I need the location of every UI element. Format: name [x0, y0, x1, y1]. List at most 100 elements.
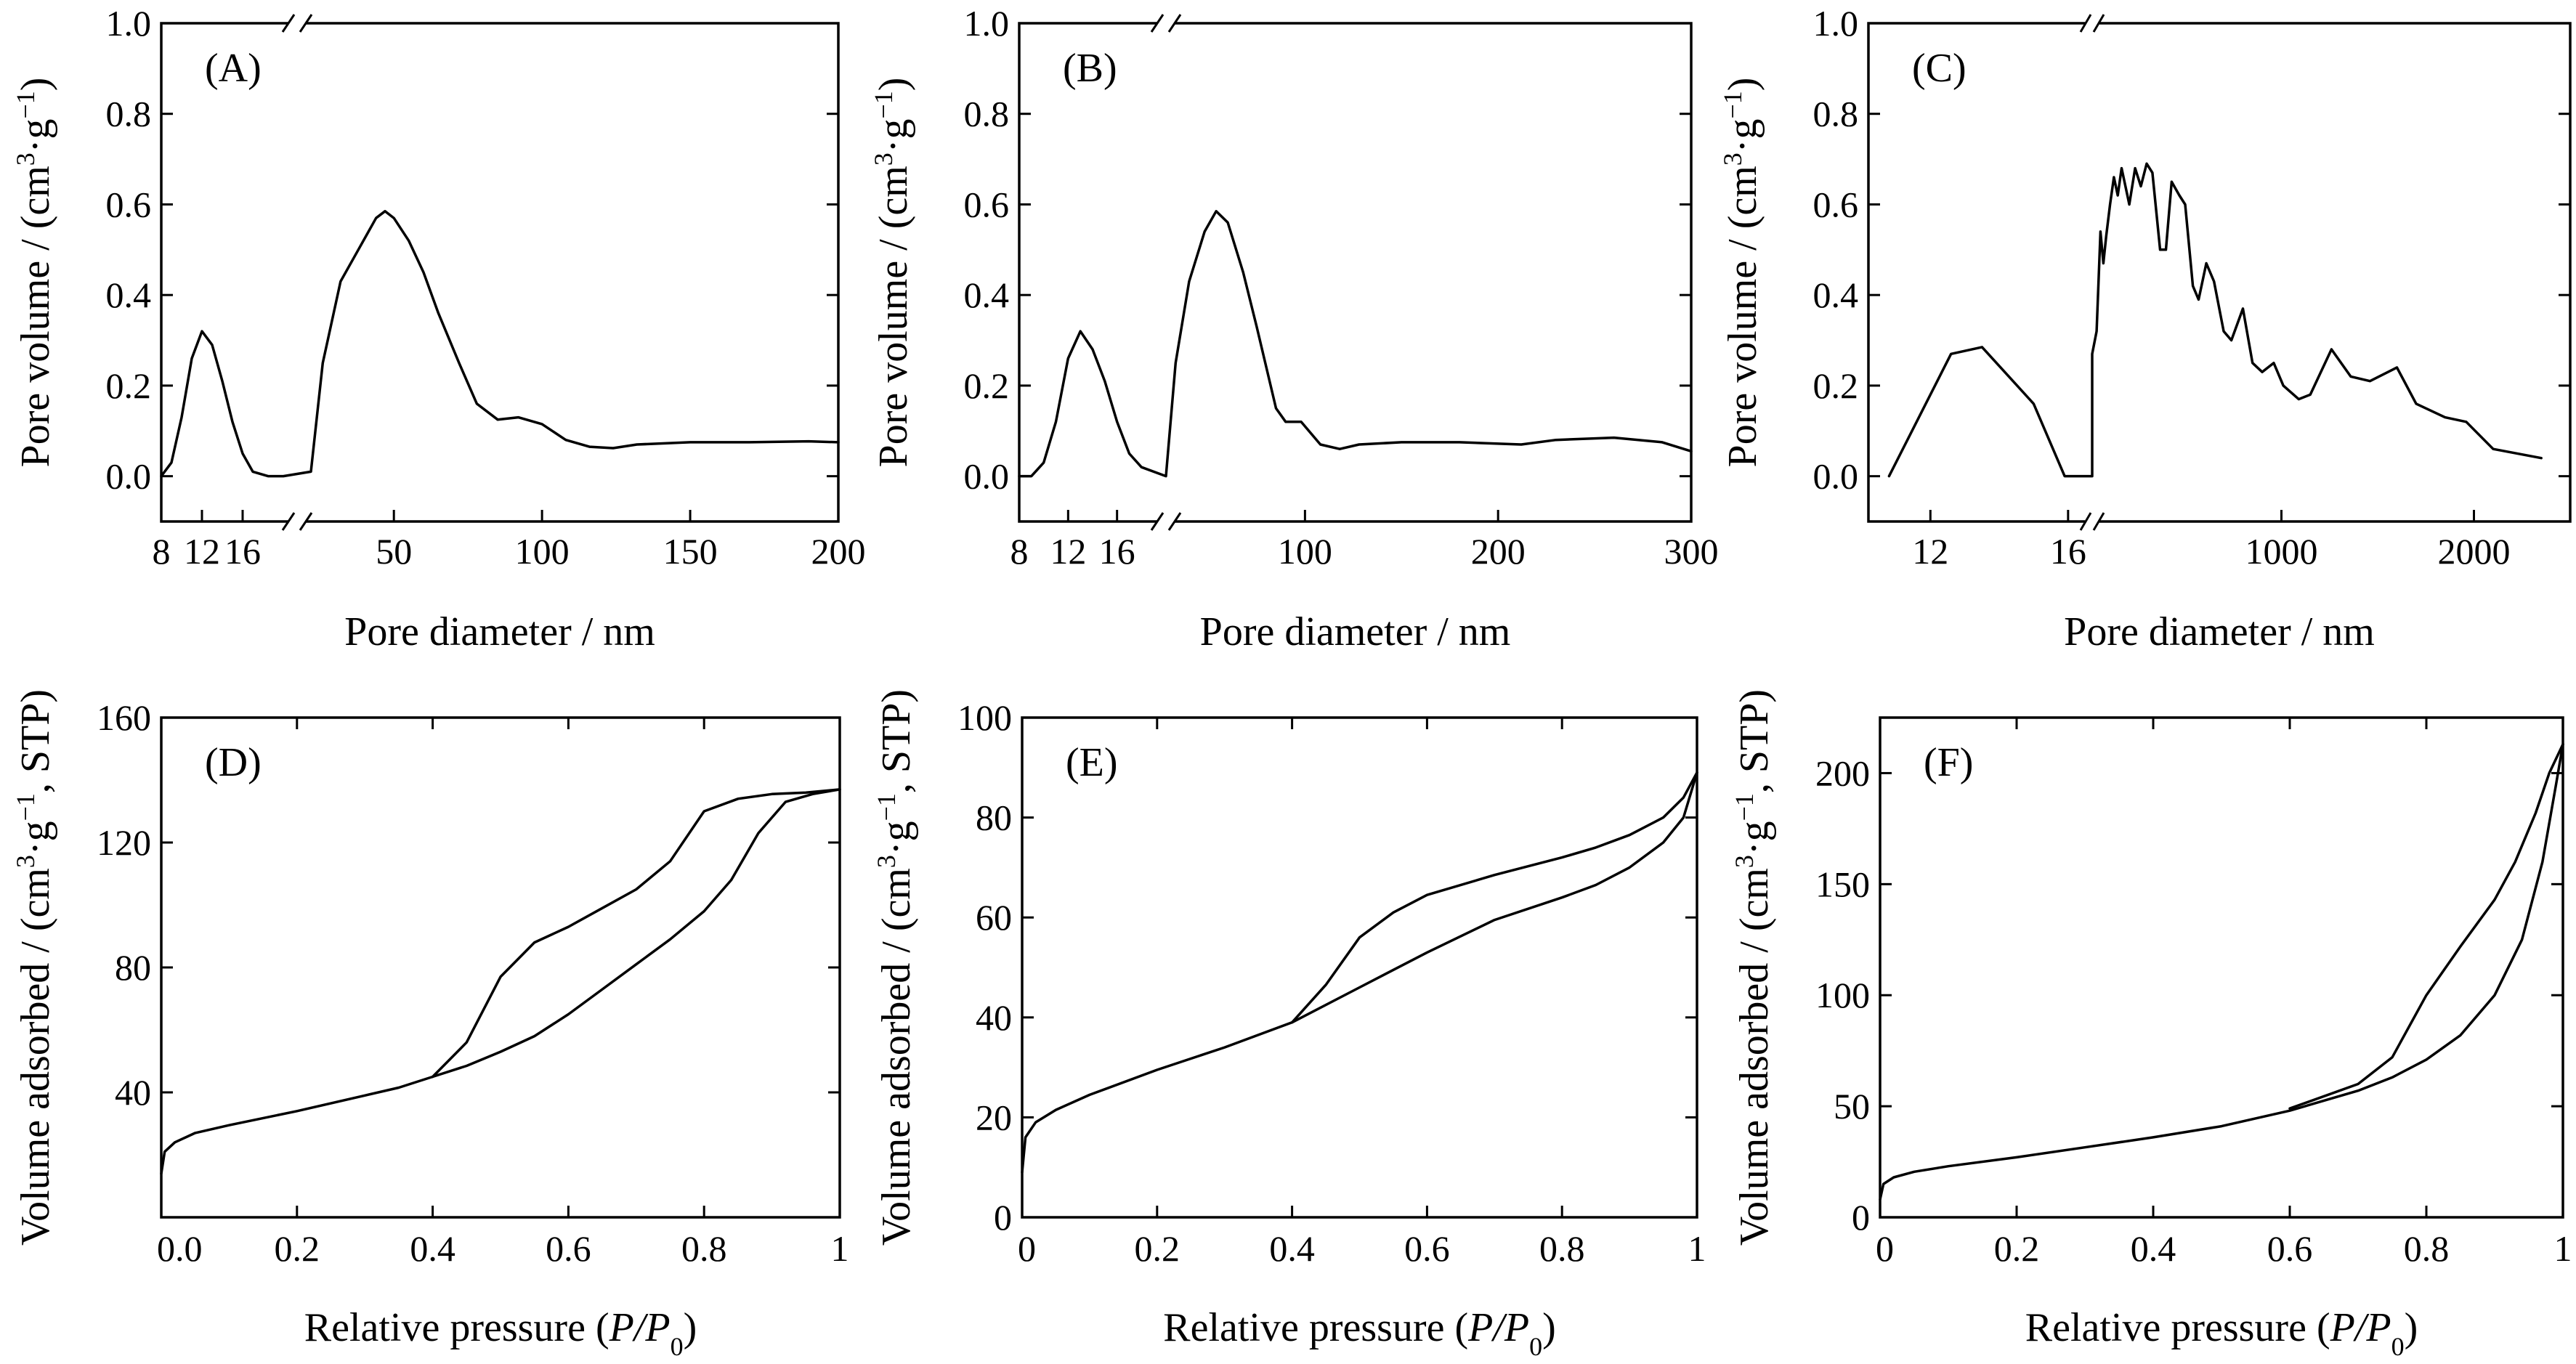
y-tick-label: 0.8 [1813, 94, 1859, 134]
x-tick-label: 0.8 [681, 1228, 727, 1269]
y-tick-label: 0.6 [1813, 184, 1859, 224]
y-tick-label: 80 [115, 947, 151, 988]
y-axis-label: Volume adsorbed / (cm3·g−1, STP) [11, 689, 58, 1246]
y-tick-label: 0.6 [106, 184, 152, 224]
x-tick-label: 0.6 [546, 1228, 591, 1269]
y-tick-label: 0.0 [1813, 456, 1859, 497]
y-tick-label: 160 [97, 697, 151, 738]
axis-break-gap [1157, 19, 1175, 28]
series-line-d-2 [431, 788, 841, 1079]
panel-label: (C) [1912, 46, 1967, 91]
panel-label: (B) [1063, 46, 1117, 91]
y-tick-label: 0 [994, 1197, 1012, 1238]
axis-break-mark [2092, 14, 2105, 33]
y-tick-label: 0.8 [964, 94, 1010, 134]
x-axis-label: Relative pressure (P/P0) [1163, 1305, 1555, 1361]
axis-break-gap [288, 517, 306, 526]
x-tick-label: 0 [1876, 1228, 1894, 1269]
y-axis-label: Volume adsorbed / (cm3·g−1, STP) [1730, 689, 1777, 1246]
x-tick-label: 0.8 [2404, 1228, 2450, 1269]
series-line-a-1 [160, 210, 840, 478]
x-axis-label: Relative pressure (P/P0) [2025, 1305, 2418, 1361]
x-tick-label: 1 [2554, 1228, 2572, 1269]
y-tick-label: 50 [1834, 1086, 1870, 1126]
x-tick-label: 0.4 [2131, 1228, 2176, 1269]
y-tick-label: 0 [1852, 1197, 1870, 1238]
panel-c: 0.0 0.2 0.4 0.6 0.8 1.0 12 16 1000 2000 (C) Pore di… [1718, 3, 2572, 654]
x-tick-label: 12 [1912, 531, 1948, 572]
y-tick-label: 60 [976, 897, 1012, 938]
axis-break-mark [299, 512, 313, 531]
plot-frame-b [1018, 22, 1693, 523]
axis-break-mark [1167, 512, 1182, 531]
x-tick-label: 2000 [2437, 531, 2510, 572]
y-axis-label: Pore volume / (cm3·g−1) [11, 78, 58, 468]
x-tick-label: 50 [376, 531, 412, 572]
y-tick-label: 0.2 [964, 365, 1010, 406]
x-tick-label: 150 [663, 531, 718, 572]
plot-frame-a [160, 22, 840, 523]
panel-e: 0 20 40 60 80 100 0 0.2 0.4 0.6 0.8 1 (E) Relative pr… [872, 689, 1706, 1361]
panel-label: (D) [205, 740, 262, 785]
plot-frame-e [1021, 716, 1698, 1219]
x-axis-label: Pore diameter / nm [344, 609, 655, 654]
x-tick-label: 8 [153, 531, 171, 572]
y-tick-label: 1.0 [106, 3, 152, 44]
x-tick-label: 100 [515, 531, 570, 572]
y-tick-label: 100 [957, 697, 1012, 738]
series-line-e-1 [1021, 771, 1698, 1174]
plot-frame-f [1879, 716, 2564, 1219]
y-tick-label: 200 [1815, 752, 1870, 793]
panel-label: (F) [1924, 740, 1973, 785]
x-tick-label: 16 [1099, 531, 1135, 572]
y-axis-label: Pore volume / (cm3·g−1) [869, 78, 916, 468]
y-tick-label: 0.0 [106, 456, 152, 497]
axis-break-mark [2092, 512, 2105, 531]
x-tick-label: 12 [1050, 531, 1086, 572]
series-line-c-1 [1887, 162, 2543, 478]
panel-label: (E) [1066, 740, 1118, 785]
series-line-f-2 [2288, 742, 2564, 1110]
x-axis-label: Pore diameter / nm [1200, 609, 1511, 654]
axis-break-mark [1167, 14, 1182, 33]
plot-frame-c [1867, 22, 2572, 523]
y-axis-label: Volume adsorbed / (cm3·g−1, STP) [872, 689, 919, 1246]
y-tick-label: 0.2 [106, 365, 152, 406]
x-axis-label: Pore diameter / nm [2064, 609, 2375, 654]
x-tick-label: 1 [1688, 1228, 1706, 1269]
x-tick-label: 0.2 [1135, 1228, 1180, 1269]
x-tick-label: 0.2 [1994, 1228, 2040, 1269]
x-tick-label: 16 [2050, 531, 2086, 572]
y-tick-label: 0.0 [964, 456, 1010, 497]
y-tick-label: 120 [97, 822, 151, 863]
panel-d: 40 80 120 160 0.0 0.2 0.4 0.6 0.8 1 (D) Relative pr… [11, 689, 849, 1361]
axis-break-mark [2079, 14, 2092, 33]
x-tick-label: 0 [1018, 1228, 1036, 1269]
y-tick-label: 40 [115, 1072, 151, 1113]
x-tick-label: 8 [1010, 531, 1029, 572]
y-tick-label: 0.2 [1813, 365, 1859, 406]
series-line-d-1 [160, 788, 841, 1175]
x-axis-label: Relative pressure (P/P0) [304, 1305, 697, 1361]
y-tick-label: 20 [976, 1097, 1012, 1137]
axis-break-gap [2085, 517, 2099, 526]
x-tick-label: 0.2 [275, 1228, 320, 1269]
series-line-e-2 [1290, 771, 1698, 1024]
y-tick-label: 1.0 [1813, 3, 1859, 44]
axis-break-gap [288, 19, 306, 28]
x-tick-label: 16 [224, 531, 261, 572]
y-tick-label: 150 [1815, 864, 1870, 904]
x-tick-label: 1000 [2245, 531, 2317, 572]
axis-break-mark [1150, 512, 1165, 531]
x-tick-label: 100 [1278, 531, 1332, 572]
axis-break-mark [2079, 512, 2092, 531]
x-tick-label: 0.4 [410, 1228, 455, 1269]
y-tick-label: 0.4 [1813, 275, 1859, 315]
plot-frame-d [160, 716, 841, 1219]
x-tick-label: 300 [1664, 531, 1719, 572]
axis-break-mark [281, 512, 296, 531]
x-tick-label: 1 [831, 1228, 849, 1269]
y-tick-label: 40 [976, 997, 1012, 1038]
series-line-b-1 [1018, 210, 1693, 478]
